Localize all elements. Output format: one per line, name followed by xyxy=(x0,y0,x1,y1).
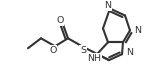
Text: N: N xyxy=(134,26,141,35)
Text: N: N xyxy=(104,1,112,10)
Text: S: S xyxy=(80,46,86,55)
Text: O: O xyxy=(56,16,64,25)
Text: NH: NH xyxy=(87,54,101,63)
Text: N: N xyxy=(126,48,133,57)
Text: O: O xyxy=(49,46,57,55)
